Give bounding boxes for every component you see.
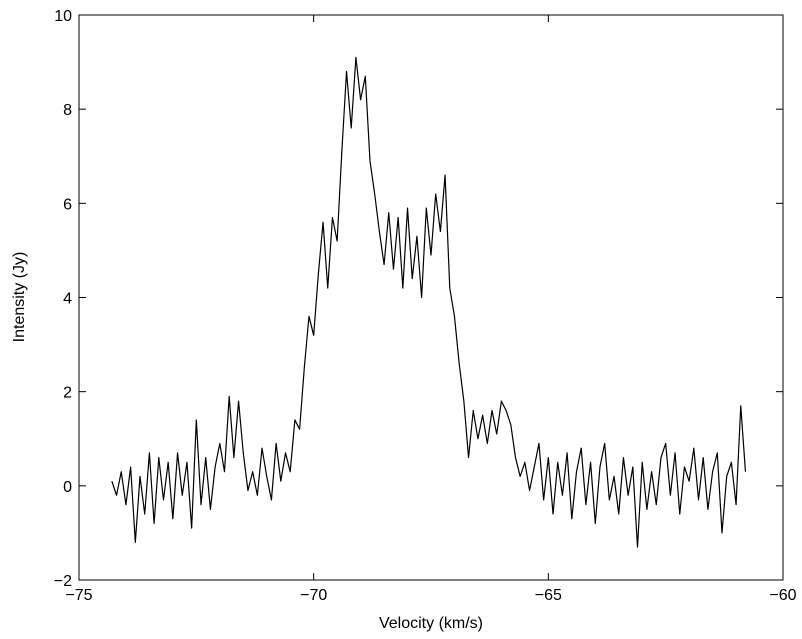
- y-tick-label: 6: [63, 196, 72, 213]
- y-tick-label: 10: [54, 8, 72, 25]
- y-tick-label: 2: [63, 385, 72, 402]
- x-tick-label: −70: [300, 587, 327, 604]
- y-axis-label: Intensity (Jy): [11, 252, 28, 343]
- x-tick-label: −75: [65, 587, 92, 604]
- y-tick-label: 8: [63, 102, 72, 119]
- y-tick-label: 0: [63, 479, 72, 496]
- x-axis-label: Velocity (km/s): [379, 615, 483, 632]
- data-line: [111, 56, 747, 548]
- y-tick-label: 4: [63, 291, 72, 308]
- x-tick-label: −65: [535, 587, 562, 604]
- y-tick-label: −2: [54, 573, 72, 590]
- x-tick-label: −60: [769, 587, 796, 604]
